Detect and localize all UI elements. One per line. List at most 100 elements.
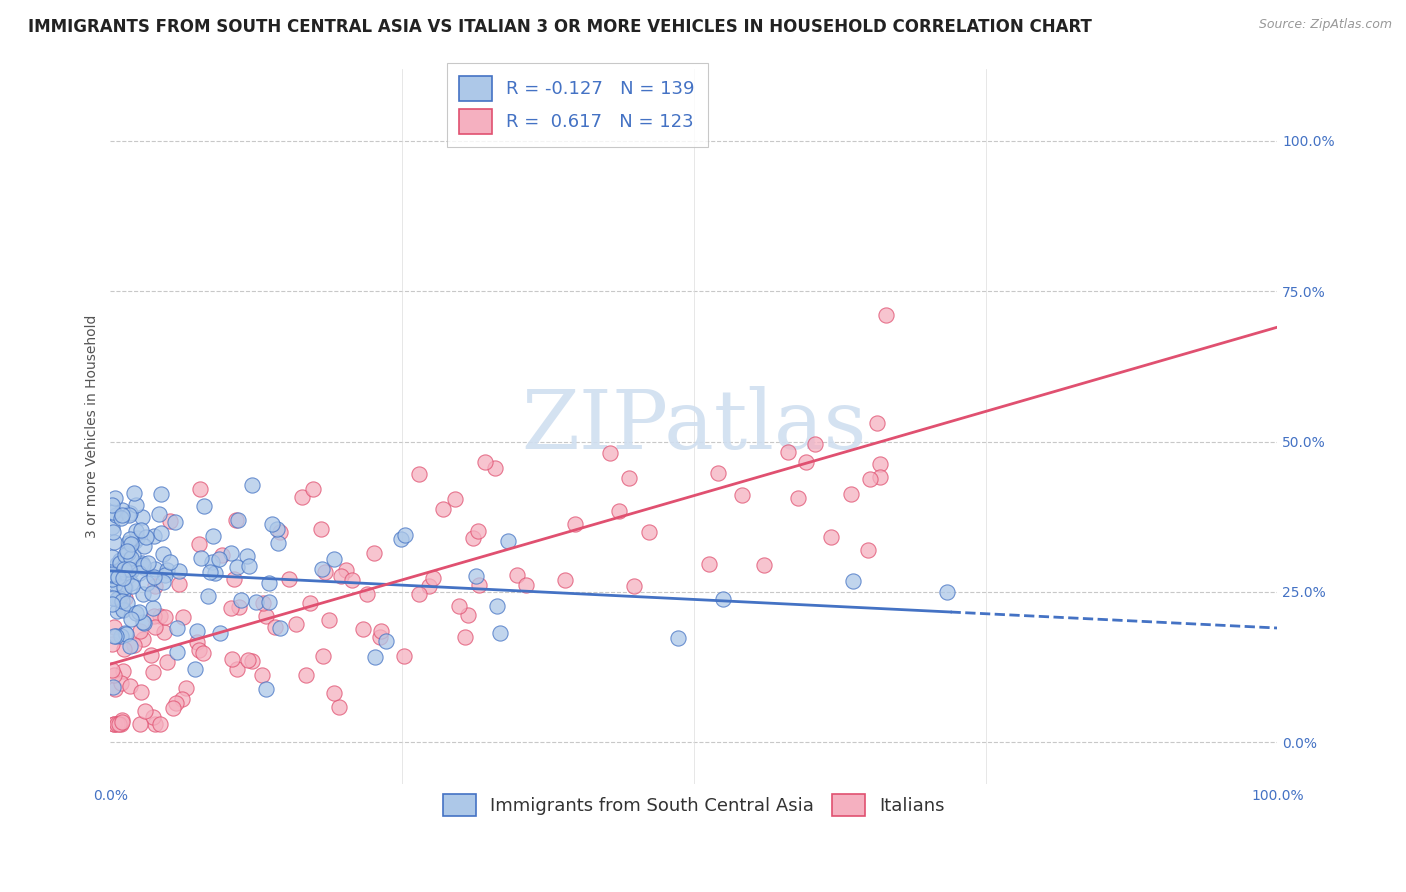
Point (152, 548, 174, 562)
Point (101, 680, 124, 694)
Point (103, 629, 125, 643)
Point (149, 608, 172, 623)
Point (108, 571, 131, 585)
Point (184, 662, 207, 676)
Point (107, 570, 129, 584)
Point (226, 513, 249, 527)
Point (225, 513, 247, 527)
Point (266, 523, 288, 537)
Point (245, 594, 267, 608)
Point (125, 531, 148, 545)
Point (100, 572, 122, 586)
Point (165, 515, 187, 529)
Point (103, 591, 125, 605)
Point (100, 498, 122, 512)
Point (468, 578, 491, 592)
Point (150, 526, 173, 541)
Point (108, 717, 131, 731)
Point (408, 467, 430, 482)
Point (363, 649, 385, 664)
Point (211, 548, 233, 562)
Y-axis label: 3 or more Vehicles in Household: 3 or more Vehicles in Household (86, 315, 100, 538)
Point (291, 491, 314, 505)
Point (786, 491, 808, 506)
Point (294, 668, 316, 682)
Point (156, 563, 179, 577)
Point (554, 573, 576, 587)
Point (110, 717, 132, 731)
Point (266, 535, 288, 549)
Point (699, 557, 721, 571)
Point (467, 524, 489, 538)
Point (121, 579, 143, 593)
Point (197, 589, 219, 603)
Point (153, 567, 176, 582)
Point (257, 576, 280, 591)
Point (302, 483, 325, 497)
Point (120, 536, 142, 550)
Point (104, 573, 127, 587)
Point (731, 488, 754, 502)
Point (108, 556, 131, 570)
Point (856, 542, 879, 557)
Point (143, 609, 166, 624)
Point (148, 507, 170, 521)
Point (100, 567, 122, 582)
Point (172, 610, 194, 624)
Point (139, 648, 162, 663)
Point (101, 663, 124, 677)
Point (115, 627, 138, 641)
Point (309, 522, 332, 536)
Point (623, 579, 645, 593)
Point (120, 612, 142, 626)
Point (110, 511, 132, 525)
Point (111, 585, 134, 599)
Point (100, 549, 122, 564)
Point (143, 620, 166, 634)
Point (198, 566, 221, 580)
Point (474, 455, 496, 469)
Point (706, 466, 728, 480)
Point (112, 641, 135, 656)
Point (124, 533, 146, 548)
Point (128, 605, 150, 619)
Point (457, 607, 479, 622)
Point (114, 626, 136, 640)
Point (101, 520, 124, 534)
Point (107, 592, 129, 607)
Point (110, 629, 132, 643)
Point (394, 527, 416, 541)
Point (188, 643, 211, 657)
Point (129, 685, 152, 699)
Point (166, 621, 188, 635)
Point (264, 620, 287, 634)
Point (252, 596, 274, 610)
Point (193, 646, 215, 660)
Point (188, 482, 211, 496)
Point (132, 558, 155, 573)
Point (506, 568, 529, 582)
Point (110, 675, 132, 690)
Point (165, 696, 187, 710)
Point (111, 503, 134, 517)
Point (489, 626, 512, 640)
Point (111, 713, 134, 727)
Point (170, 692, 193, 706)
Point (103, 717, 125, 731)
Point (238, 559, 260, 574)
Point (638, 524, 661, 539)
Point (101, 505, 124, 519)
Point (125, 499, 148, 513)
Point (228, 599, 250, 614)
Point (143, 529, 166, 543)
Point (312, 648, 335, 663)
Point (121, 548, 143, 562)
Point (136, 556, 159, 570)
Point (128, 624, 150, 638)
Point (449, 599, 471, 613)
Point (498, 533, 520, 548)
Point (120, 551, 142, 566)
Point (485, 599, 508, 613)
Point (328, 700, 350, 714)
Point (117, 569, 139, 583)
